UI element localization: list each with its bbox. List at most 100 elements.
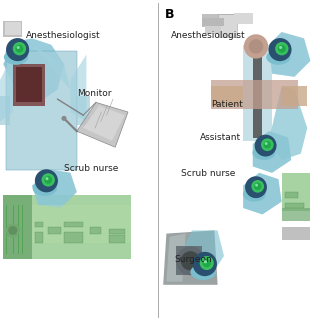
Polygon shape: [163, 230, 218, 285]
Bar: [202, 18, 224, 26]
Circle shape: [275, 42, 289, 55]
Bar: [282, 208, 310, 221]
Polygon shape: [70, 54, 86, 122]
Bar: [64, 222, 83, 227]
Bar: [0, 96, 10, 125]
Polygon shape: [32, 170, 77, 208]
Polygon shape: [182, 230, 224, 275]
Polygon shape: [32, 45, 70, 90]
Polygon shape: [243, 173, 282, 214]
Polygon shape: [77, 102, 128, 147]
Text: Anesthesiologist: Anesthesiologist: [26, 31, 100, 40]
Polygon shape: [269, 32, 310, 77]
Bar: [6, 51, 77, 170]
Circle shape: [268, 38, 292, 61]
Polygon shape: [0, 54, 13, 122]
Bar: [282, 173, 310, 211]
Bar: [109, 229, 125, 234]
Text: Patient: Patient: [211, 100, 243, 109]
Polygon shape: [3, 38, 64, 102]
Circle shape: [8, 226, 17, 235]
Bar: [35, 232, 43, 243]
Circle shape: [45, 177, 49, 180]
Ellipse shape: [33, 181, 57, 196]
Circle shape: [35, 169, 58, 192]
Polygon shape: [269, 86, 307, 160]
Circle shape: [17, 46, 20, 49]
Ellipse shape: [190, 264, 216, 280]
Polygon shape: [83, 106, 125, 141]
Bar: [218, 14, 237, 37]
Polygon shape: [166, 234, 186, 282]
Circle shape: [200, 256, 214, 270]
Bar: [6, 51, 77, 170]
Polygon shape: [253, 131, 291, 173]
Bar: [243, 45, 272, 141]
Polygon shape: [32, 170, 77, 208]
Text: Scrub nurse: Scrub nurse: [181, 169, 235, 178]
Bar: [211, 80, 298, 109]
Circle shape: [265, 142, 268, 145]
Bar: [13, 64, 45, 106]
Ellipse shape: [252, 146, 276, 160]
Circle shape: [249, 39, 263, 54]
Circle shape: [252, 180, 264, 193]
Circle shape: [244, 34, 268, 59]
Circle shape: [181, 251, 200, 270]
Circle shape: [176, 246, 205, 275]
Ellipse shape: [266, 50, 291, 65]
Circle shape: [203, 259, 211, 267]
Bar: [253, 45, 262, 138]
Circle shape: [204, 260, 207, 263]
Bar: [64, 232, 83, 243]
Bar: [77, 96, 90, 125]
Circle shape: [279, 46, 282, 49]
Polygon shape: [3, 38, 64, 102]
Bar: [109, 235, 125, 243]
Polygon shape: [253, 131, 291, 173]
Bar: [3, 195, 131, 259]
Circle shape: [255, 184, 258, 187]
Bar: [282, 227, 310, 240]
Bar: [5, 22, 21, 35]
Circle shape: [42, 173, 55, 187]
Text: B: B: [165, 8, 174, 21]
Circle shape: [264, 141, 271, 148]
Bar: [3, 21, 22, 37]
Circle shape: [278, 45, 286, 53]
Ellipse shape: [243, 187, 266, 202]
Text: Assistant: Assistant: [200, 133, 241, 142]
Ellipse shape: [4, 50, 28, 65]
Circle shape: [261, 139, 274, 151]
Bar: [211, 86, 243, 106]
Circle shape: [6, 38, 29, 61]
Bar: [16, 67, 42, 102]
Bar: [282, 86, 307, 106]
Bar: [48, 227, 61, 234]
Bar: [32, 205, 131, 243]
Bar: [218, 14, 237, 37]
Bar: [285, 203, 304, 208]
Text: Anesthesiologist: Anesthesiologist: [171, 31, 246, 40]
Bar: [202, 14, 230, 27]
Circle shape: [245, 176, 267, 198]
Polygon shape: [269, 86, 307, 160]
Circle shape: [44, 176, 52, 184]
Bar: [90, 227, 101, 234]
Bar: [205, 24, 221, 34]
Text: Scrub nurse: Scrub nurse: [64, 164, 118, 173]
Circle shape: [254, 183, 261, 190]
Text: Surgeon: Surgeon: [174, 255, 212, 264]
Circle shape: [6, 223, 20, 237]
Text: Monitor: Monitor: [77, 89, 111, 98]
Bar: [176, 246, 202, 275]
Circle shape: [61, 116, 67, 121]
Polygon shape: [269, 32, 310, 77]
Circle shape: [13, 42, 26, 55]
Circle shape: [255, 135, 276, 156]
Bar: [3, 195, 32, 259]
Polygon shape: [243, 173, 282, 214]
Bar: [35, 222, 43, 227]
Bar: [285, 192, 298, 198]
Circle shape: [193, 252, 217, 276]
